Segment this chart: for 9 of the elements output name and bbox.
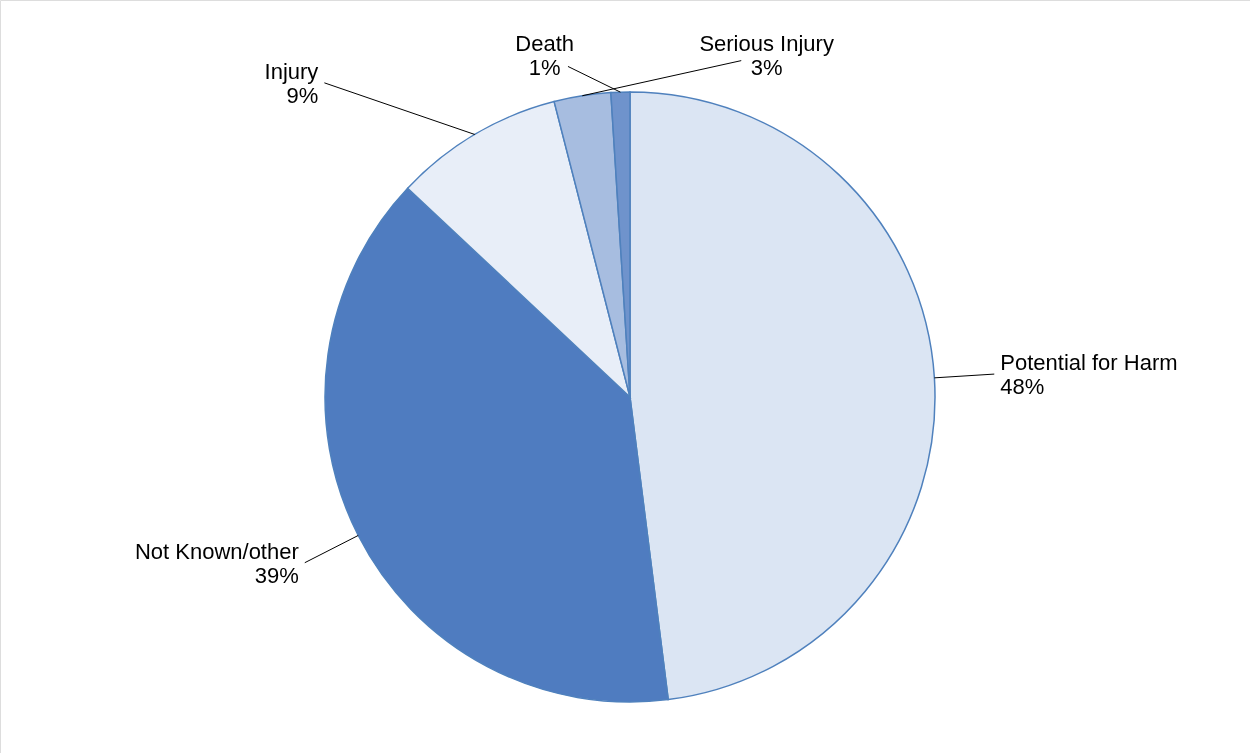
slice-label: Potential for Harm [1000, 350, 1178, 376]
data-label: 3% [750, 55, 783, 80]
slice-label: Injury [264, 58, 319, 84]
slice-label: Serious Injury [699, 31, 834, 56]
data-label: 48% [1000, 374, 1045, 400]
data-label: 39% [254, 562, 299, 588]
slice-label: Death [515, 31, 574, 56]
slice-label: Not Known/other [134, 538, 299, 564]
data-label: 1% [528, 55, 561, 80]
